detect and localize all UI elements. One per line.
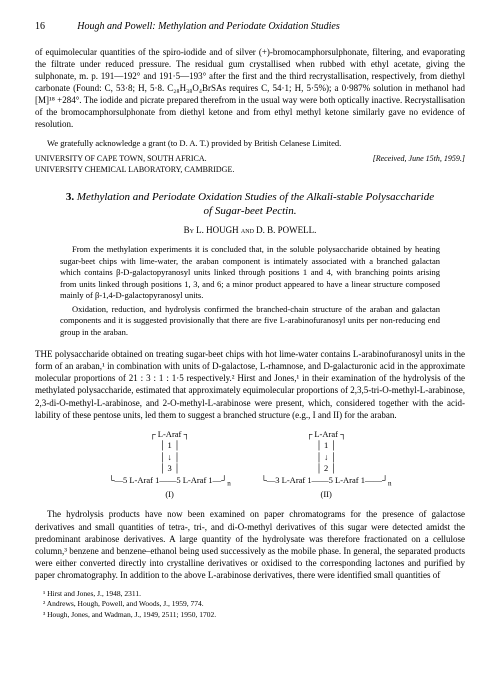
footnote-3: ³ Hough, Jones, and Wadman, J., 1949, 25… — [35, 610, 465, 620]
struct2-mid1: 1 — [324, 440, 328, 450]
struct2-bottom: —3 L-Araf 1——5 L-Araf 1—— — [267, 475, 382, 485]
chemical-structures: ┌ L-Araf ┐ │ 1 │ │ ↓ │ │ 3 │ └—5 L-Araf … — [35, 429, 465, 501]
article-title: Methylation and Periodate Oxidation Stud… — [77, 191, 434, 217]
struct2-sub: n — [388, 479, 392, 487]
struct1-bottom: —5 L-Araf 1——5 L-Araf 1— — [114, 475, 221, 485]
affiliation-1: UNIVERSITY OF CAPE TOWN, SOUTH AFRICA. — [35, 154, 234, 165]
continuation-paragraph: of equimolecular quantities of the spiro… — [35, 46, 465, 131]
structure-2: ┌ L-Araf ┐ │ 1 │ │ ↓ │ │ 2 │ └—3 L-Araf … — [261, 429, 392, 501]
footnote-2: ² Andrews, Hough, Powell, and Woods, J.,… — [35, 599, 465, 609]
struct1-label: (I) — [108, 489, 230, 500]
page-number: 16 — [35, 21, 45, 32]
abstract-block: From the methylation experiments it is c… — [60, 244, 440, 338]
body-p1-rest: polysaccharide obtained on treating suga… — [35, 349, 465, 420]
footnote-1: ¹ Hirst and Jones, J., 1948, 2311. — [35, 589, 465, 599]
body-text: THE polysaccharide obtained on treating … — [35, 348, 465, 581]
dropword: THE — [35, 349, 53, 359]
struct2-mid2: 2 — [324, 463, 328, 473]
article-number: 3. — [66, 191, 74, 203]
footnotes: ¹ Hirst and Jones, J., 1948, 2311. ² And… — [35, 589, 465, 619]
affiliation-2: UNIVERSITY CHEMICAL LABORATORY, CAMBRIDG… — [35, 165, 234, 176]
abstract-p2: Oxidation, reduction, and hydrolysis con… — [60, 304, 440, 338]
article-title-block: 3. Methylation and Periodate Oxidation S… — [65, 190, 435, 219]
affiliations-block: UNIVERSITY OF CAPE TOWN, SOUTH AFRICA. U… — [35, 154, 465, 176]
structure-1: ┌ L-Araf ┐ │ 1 │ │ ↓ │ │ 3 │ └—5 L-Araf … — [108, 429, 230, 501]
body-p1: THE polysaccharide obtained on treating … — [35, 348, 465, 421]
page-header: 16 Hough and Powell: Methylation and Per… — [35, 20, 465, 34]
acknowledgement: We gratefully acknowledge a grant (to D.… — [35, 138, 465, 149]
running-header: Hough and Powell: Methylation and Period… — [77, 21, 339, 32]
struct1-mid2: 3 — [167, 463, 171, 473]
body-p2: The hydrolysis products have now been ex… — [35, 508, 465, 581]
received-date: [Received, June 15th, 1959.] — [373, 154, 465, 165]
abstract-p1: From the methylation experiments it is c… — [60, 244, 440, 301]
struct2-top: L-Araf — [314, 429, 338, 439]
authors: By L. HOUGH and D. B. POWELL. — [35, 224, 465, 236]
struct1-top: L-Araf — [158, 429, 182, 439]
struct2-label: (II) — [261, 489, 392, 500]
struct1-mid1: 1 — [167, 440, 171, 450]
